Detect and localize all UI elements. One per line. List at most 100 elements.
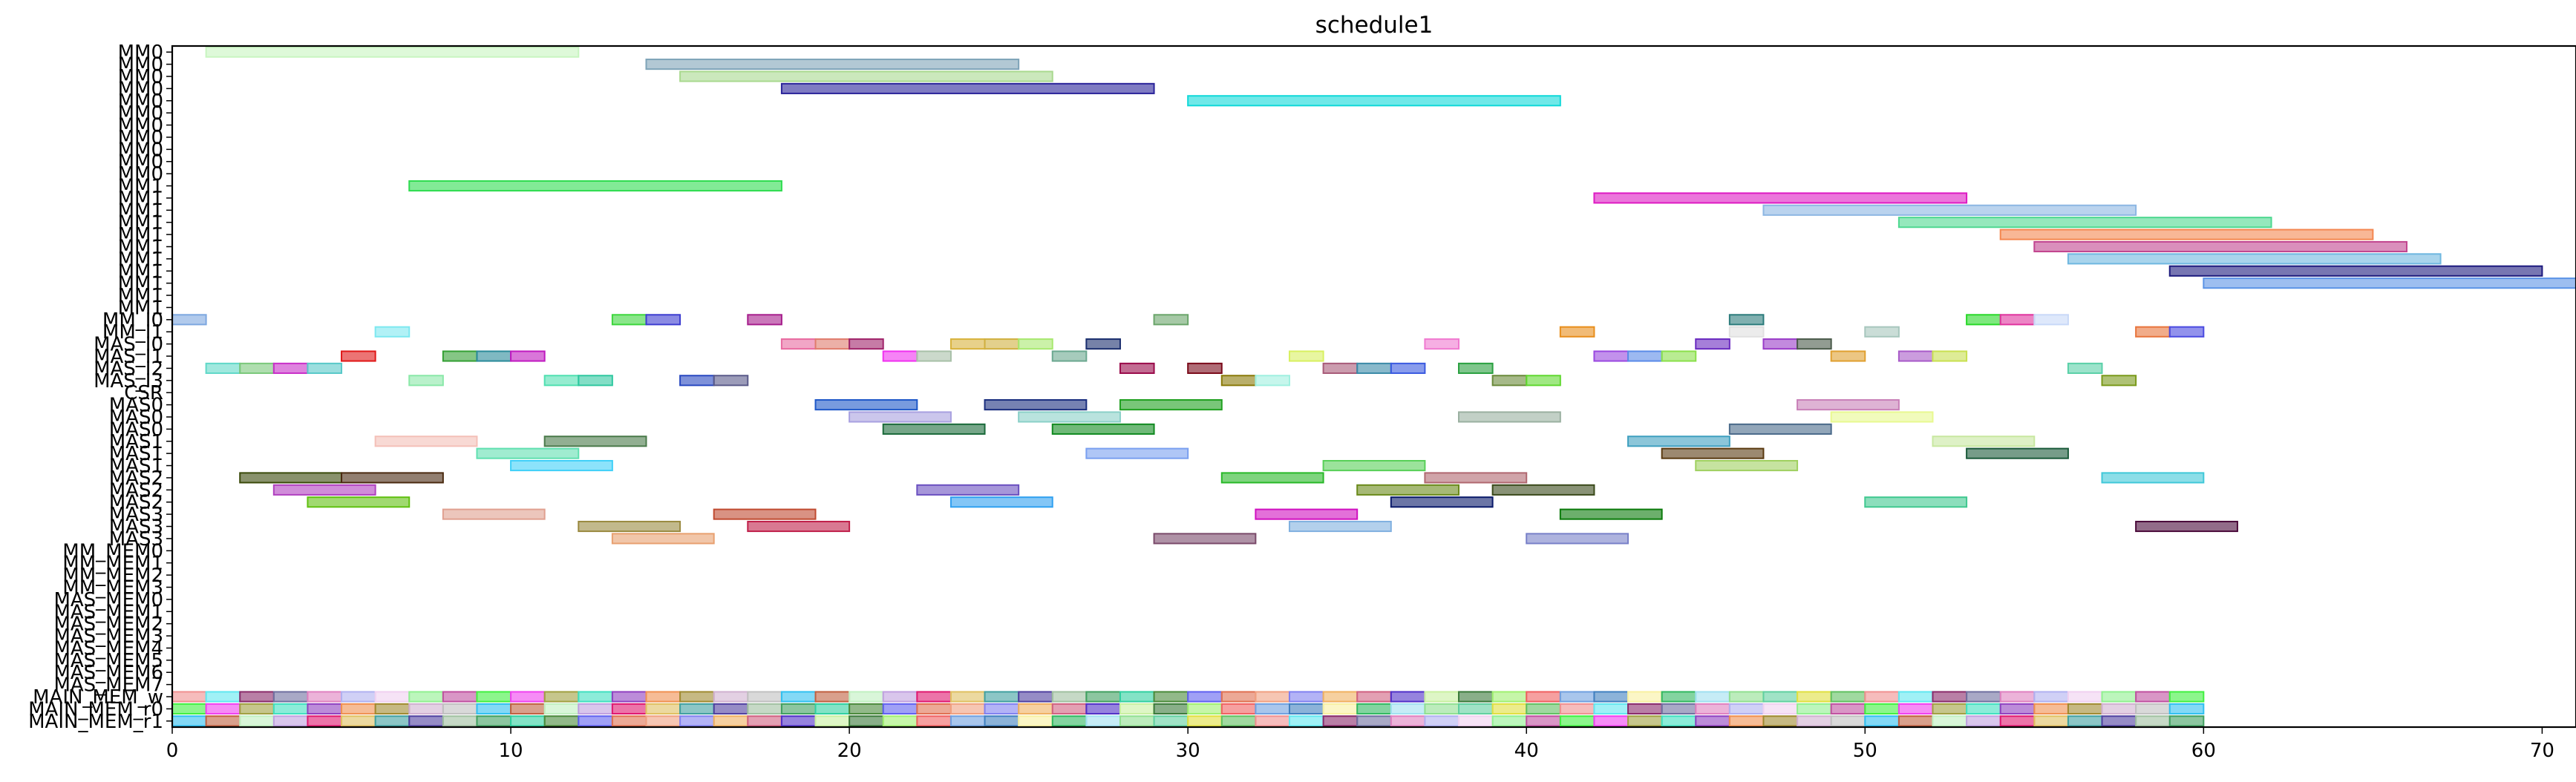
memory-bar-2-34: [1322, 715, 1359, 727]
memory-bar-2-9: [476, 715, 512, 727]
memory-bar-0-27: [1085, 691, 1121, 703]
memory-bar-0-6: [374, 691, 411, 703]
x-tick-label: 10: [499, 740, 523, 762]
task-bar-10: [2033, 240, 2407, 253]
task-bar-41: [341, 350, 376, 362]
task-bar-68: [679, 375, 715, 387]
memory-bar-2-40: [1526, 715, 1561, 727]
memory-bar-0-9: [476, 691, 512, 703]
task-bar-16: [611, 314, 647, 326]
memory-bar-0-40: [1526, 691, 1561, 703]
task-bar-31: [849, 338, 884, 350]
memory-bar-0-44: [1661, 691, 1697, 703]
task-bar-96: [1695, 459, 1799, 472]
task-bar-90: [476, 447, 580, 459]
memory-bar-1-53: [1966, 703, 2001, 714]
memory-bar-2-36: [1390, 715, 1426, 727]
y-tick-label: MAIN_MEM_r1: [28, 711, 163, 733]
memory-bar-0-28: [1119, 691, 1155, 703]
memory-bar-1-23: [949, 703, 986, 714]
y-tick-label: MM1: [118, 297, 163, 319]
memory-bar-0-2: [239, 691, 275, 703]
memory-bar-1-5: [341, 703, 376, 714]
memory-bar-0-43: [1627, 691, 1663, 703]
memory-bar-1-59: [2168, 703, 2205, 714]
task-bar-67: [578, 375, 613, 387]
task-bar-30: [814, 338, 851, 350]
x-axis: 0 10 20 30 40 50 60 70: [166, 727, 2554, 762]
memory-bar-1-37: [1424, 703, 1460, 714]
memory-bar-1-17: [747, 703, 782, 714]
memory-bar-1-41: [1559, 703, 1595, 714]
memory-bar-0-54: [1999, 691, 2036, 703]
memory-bar-1-52: [1932, 703, 1968, 714]
task-bar-40: [1797, 338, 1832, 350]
y-tick-label: MAS_I0: [94, 334, 163, 356]
y-tick-label: MAS_MEM4: [53, 637, 163, 660]
task-bar-13: [2203, 277, 2576, 289]
memory-bar-1-13: [611, 703, 647, 714]
y-tick-label: MM0: [118, 91, 163, 113]
memory-bar-1-33: [1288, 703, 1324, 714]
memory-bar-2-31: [1220, 715, 1257, 727]
task-bar-6: [1593, 192, 1968, 204]
y-tick-label: MAS_MEM5: [53, 650, 163, 672]
y-tick-label: MAS_MEM7: [53, 674, 163, 697]
task-bar-78: [1797, 399, 1900, 411]
task-bar-11: [2067, 253, 2442, 265]
memory-bar-1-32: [1255, 703, 1290, 714]
memory-bar-2-46: [1728, 715, 1765, 727]
memory-bar-1-47: [1762, 703, 1799, 714]
memory-bar-1-51: [1897, 703, 1934, 714]
memory-bar-1-21: [882, 703, 918, 714]
memory-bar-1-31: [1220, 703, 1257, 714]
memory-bar-2-28: [1119, 715, 1155, 727]
memory-bar-1-36: [1390, 703, 1426, 714]
y-tick-label: MM0: [118, 151, 163, 174]
task-bar-84: [1051, 423, 1155, 435]
task-bar-5: [408, 180, 782, 192]
memory-bar-2-19: [814, 715, 851, 727]
y-tick-label: MM1: [118, 212, 163, 234]
memory-bar-0-55: [2033, 691, 2069, 703]
y-tick-label: MAIN_MEM_w: [33, 686, 163, 709]
task-bar-33: [984, 338, 1020, 350]
task-bar-42: [442, 350, 478, 362]
memory-bar-1-56: [2067, 703, 2103, 714]
task-bar-75: [814, 399, 918, 411]
task-bar-80: [1018, 411, 1121, 423]
memory-bar-2-2: [239, 715, 275, 727]
memory-bar-0-36: [1390, 691, 1426, 703]
y-tick-label: MM1: [118, 224, 163, 246]
task-bar-95: [1322, 459, 1426, 472]
task-bar-120: [1526, 533, 1629, 545]
memory-bar-0-16: [713, 691, 749, 703]
task-bar-117: [2135, 520, 2238, 533]
memory-bar-0-59: [2168, 691, 2205, 703]
task-bar-112: [1255, 508, 1359, 520]
y-tick-label: MAS_MEM3: [53, 625, 163, 648]
memory-bar-2-37: [1424, 715, 1460, 727]
task-bar-105: [1491, 484, 1595, 496]
memory-bar-1-50: [1864, 703, 1900, 714]
memory-bar-1-45: [1695, 703, 1730, 714]
task-bar-49: [1627, 350, 1663, 362]
task-bar-46: [916, 350, 952, 362]
y-tick-label: MAS3: [109, 528, 163, 551]
task-bar-55: [272, 362, 309, 374]
task-bar-92: [1661, 447, 1765, 459]
memory-bar-0-1: [205, 691, 241, 703]
y-tick-label: MM_I1: [102, 321, 163, 344]
task-bar-59: [1322, 362, 1359, 374]
memory-bar-2-45: [1695, 715, 1730, 727]
memory-bar-2-58: [2135, 715, 2171, 727]
memory-bar-0-12: [578, 691, 613, 703]
task-bar-51: [1897, 350, 1934, 362]
memory-bar-0-35: [1356, 691, 1392, 703]
y-tick-label: MM0: [118, 54, 163, 76]
memory-bar-0-14: [645, 691, 681, 703]
memory-bar-0-37: [1424, 691, 1460, 703]
task-bar-86: [374, 436, 478, 447]
memory-bar-0-24: [984, 691, 1020, 703]
task-bar-113: [1559, 508, 1663, 520]
